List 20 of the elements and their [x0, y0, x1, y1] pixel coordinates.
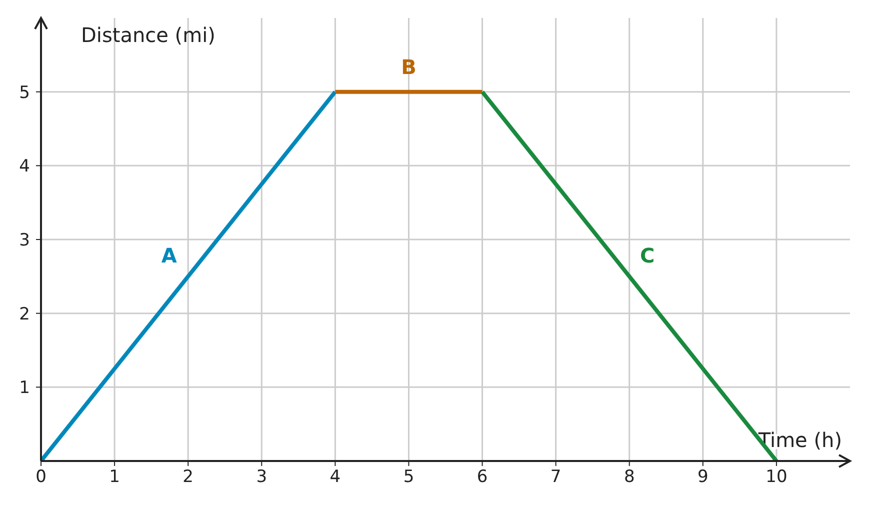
y-tick-label: 3 [19, 230, 30, 250]
series-label: A [161, 243, 178, 268]
series-label: B [401, 54, 416, 79]
x-tick-label: 9 [697, 467, 708, 487]
x-tick-label: 2 [182, 467, 194, 487]
series-label: C [640, 243, 655, 268]
x-tick-label: 0 [36, 467, 46, 487]
x-tick-label: 3 [256, 467, 268, 487]
y-tick-label: 5 [19, 82, 30, 103]
y-tick-label: 4 [19, 156, 30, 177]
x-tick-label: 1 [109, 467, 120, 487]
y-tick-label: 2 [19, 304, 30, 324]
x-tick-label: 6 [476, 467, 488, 487]
x-tick-label: 8 [624, 467, 635, 487]
x-tick-label: 4 [330, 467, 341, 487]
y-axis-title: Distance (mi) [81, 23, 216, 47]
x-tick-label: 5 [403, 467, 414, 487]
x-tick-label: 7 [550, 467, 562, 487]
y-tick-label: 1 [19, 378, 30, 398]
x-tick-label: 10 [766, 467, 788, 487]
